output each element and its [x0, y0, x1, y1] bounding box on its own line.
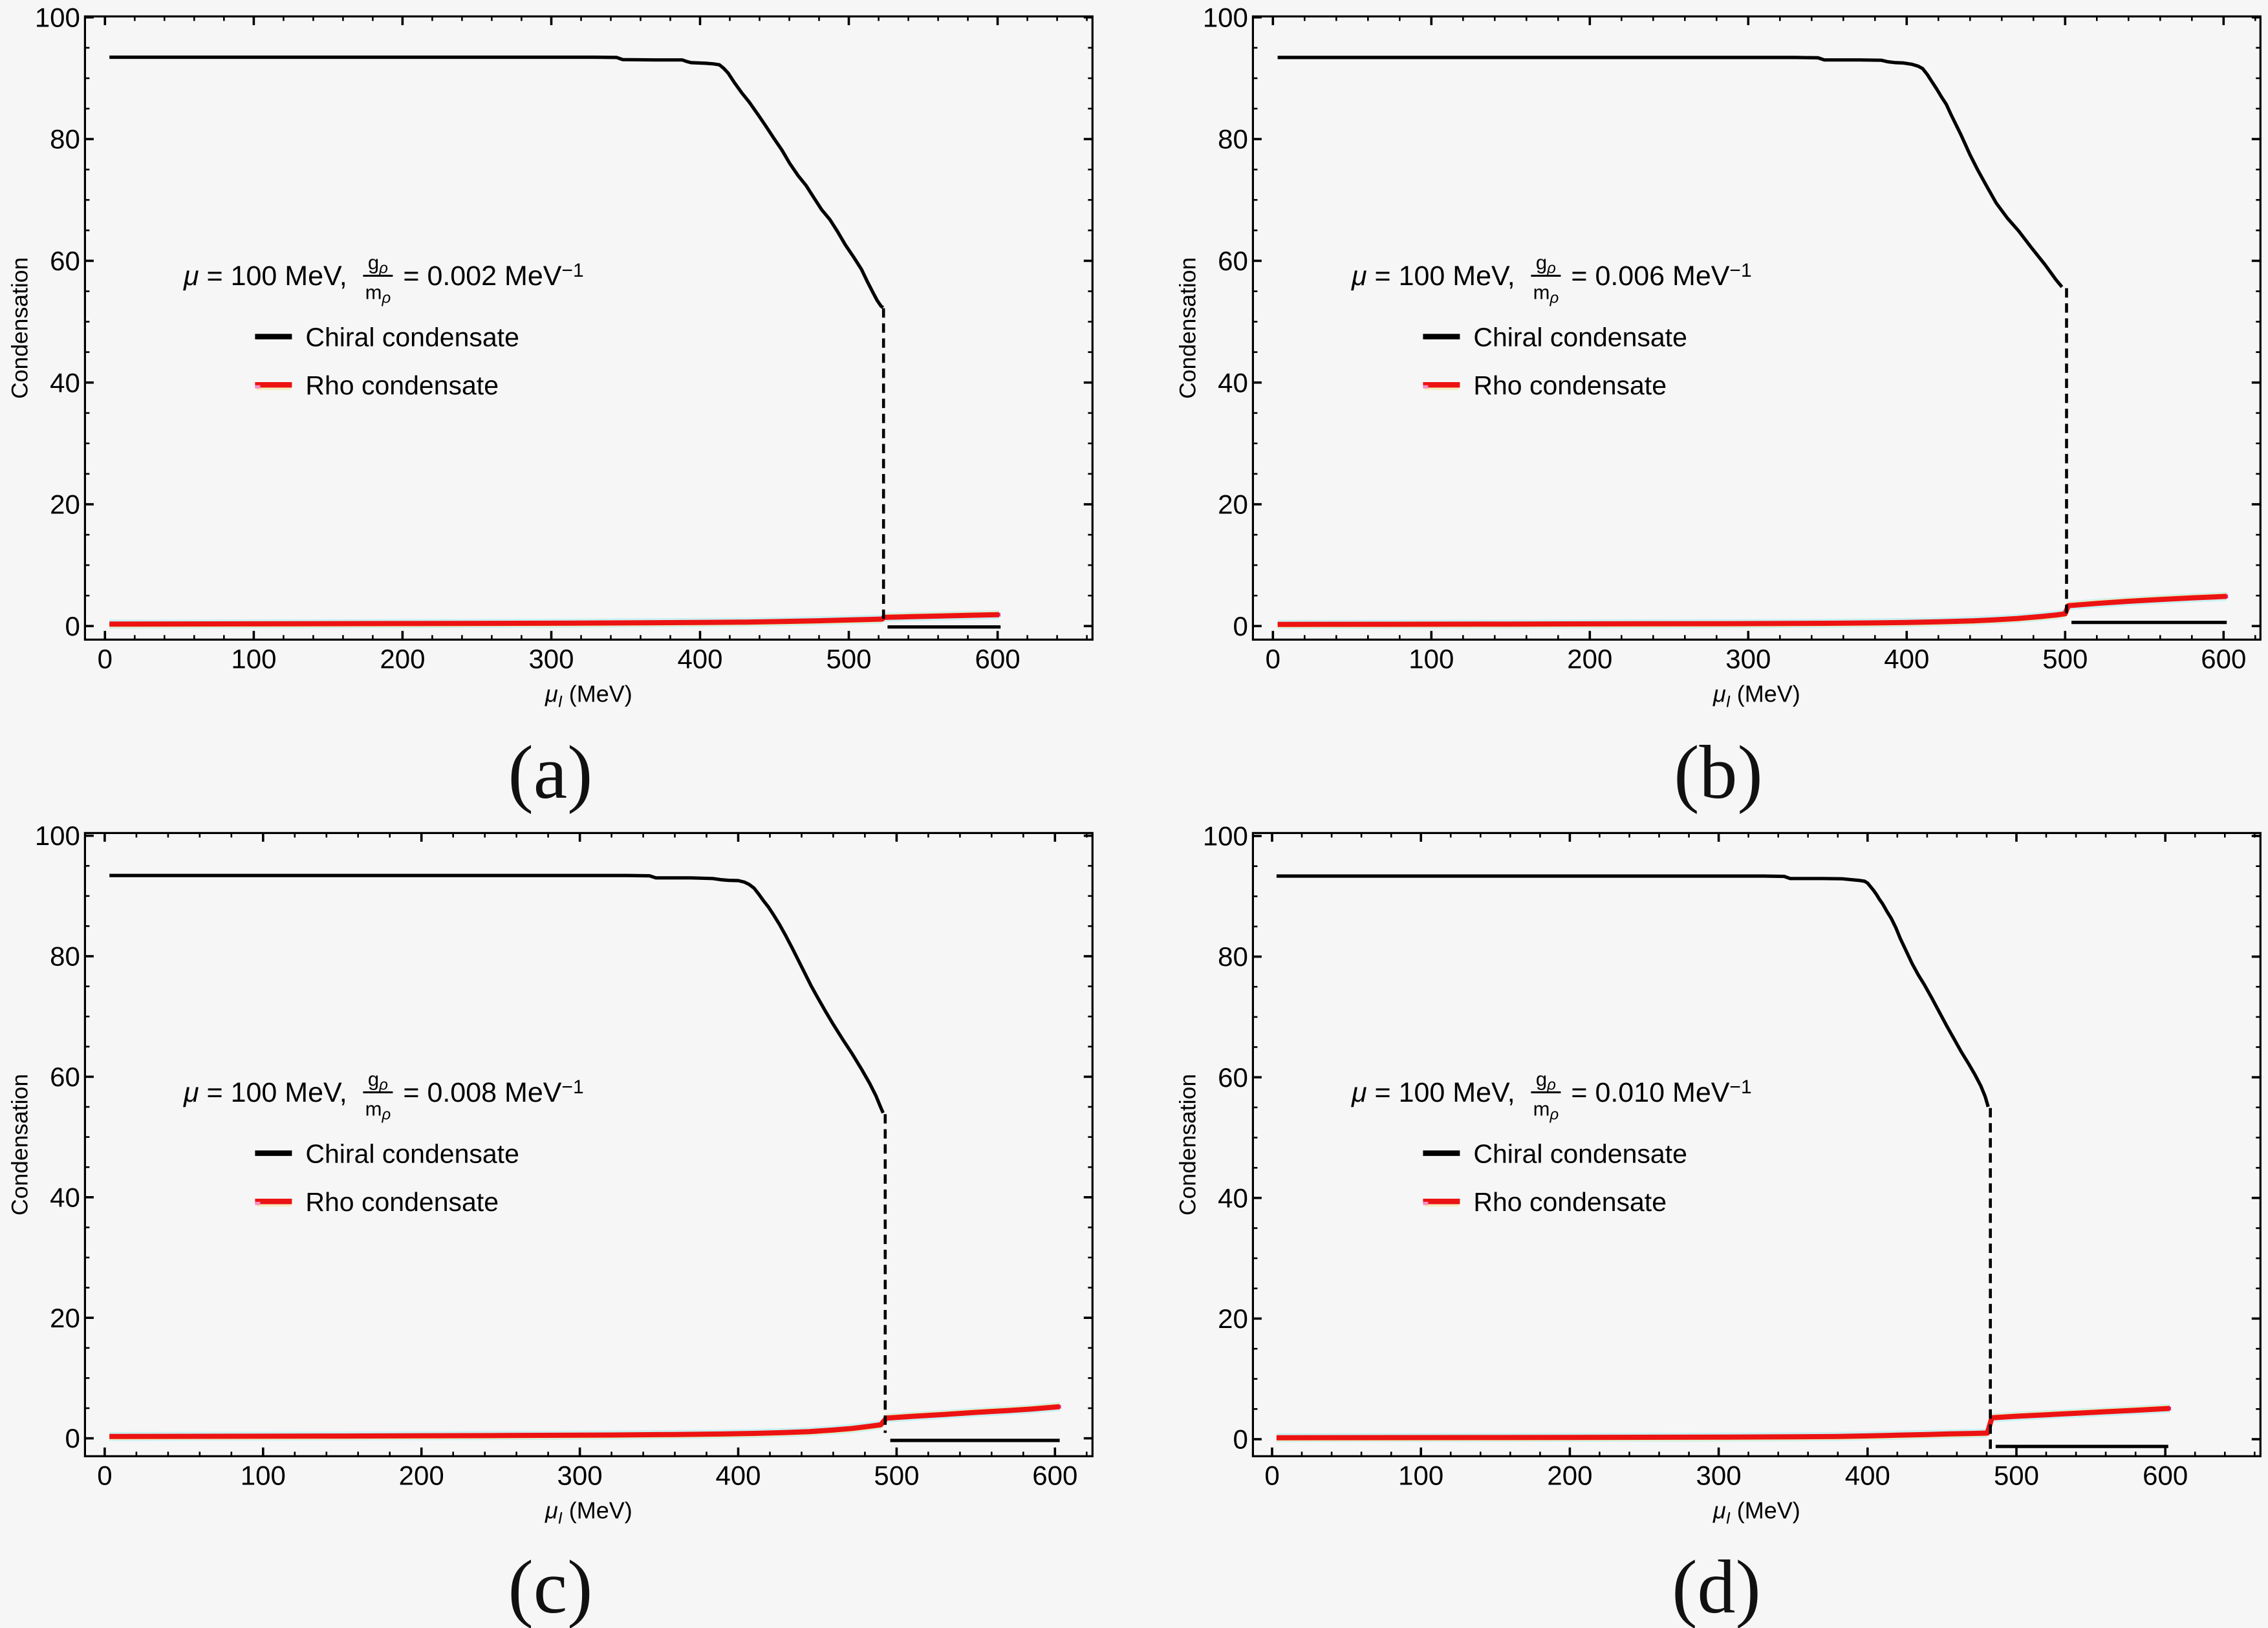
- svg-text:Rho condensate: Rho condensate: [305, 1187, 499, 1217]
- svg-text:80: 80: [50, 124, 80, 155]
- svg-text:(d): (d): [1672, 1545, 1761, 1628]
- svg-text:μ = 100 MeV,: μ = 100 MeV,: [183, 261, 347, 292]
- svg-text:60: 60: [50, 1062, 80, 1092]
- svg-text:60: 60: [1218, 1062, 1248, 1093]
- svg-text:400: 400: [677, 643, 722, 674]
- svg-text:600: 600: [2143, 1460, 2188, 1490]
- svg-text:Condensation: Condensation: [1174, 1074, 1200, 1216]
- svg-text:0: 0: [97, 1460, 112, 1490]
- svg-text:Chiral condensate: Chiral condensate: [1473, 1139, 1687, 1168]
- svg-text:0: 0: [65, 1423, 80, 1453]
- svg-text:500: 500: [874, 1460, 919, 1490]
- svg-text:40: 40: [1218, 367, 1248, 398]
- svg-text:0: 0: [65, 611, 80, 641]
- svg-text:100: 100: [1203, 821, 1248, 851]
- svg-text:Condensation: Condensation: [6, 1074, 32, 1216]
- svg-text:= 0.010 MeV−1: = 0.010 MeV−1: [1571, 1076, 1751, 1108]
- svg-text:100: 100: [35, 820, 80, 851]
- svg-text:μI (MeV): μI (MeV): [545, 1497, 632, 1527]
- svg-text:40: 40: [1218, 1183, 1248, 1213]
- svg-text:(c): (c): [508, 1545, 593, 1628]
- svg-text:μI (MeV): μI (MeV): [545, 680, 632, 711]
- svg-text:0: 0: [1233, 611, 1248, 641]
- svg-text:500: 500: [826, 643, 871, 674]
- svg-text:100: 100: [1203, 2, 1248, 32]
- svg-text:Condensation: Condensation: [1174, 257, 1200, 399]
- svg-text:μ = 100 MeV,: μ = 100 MeV,: [1351, 1077, 1515, 1108]
- svg-text:600: 600: [1032, 1460, 1077, 1490]
- svg-text:80: 80: [1218, 124, 1248, 155]
- svg-text:0: 0: [1233, 1424, 1248, 1455]
- svg-text:(b): (b): [1674, 730, 1763, 815]
- svg-text:μI (MeV): μI (MeV): [1712, 680, 1800, 711]
- svg-text:Chiral condensate: Chiral condensate: [305, 322, 519, 352]
- svg-text:200: 200: [1547, 1460, 1592, 1490]
- svg-text:100: 100: [1398, 1460, 1443, 1490]
- svg-text:200: 200: [399, 1460, 444, 1490]
- svg-text:Condensation: Condensation: [6, 257, 32, 399]
- svg-text:μI (MeV): μI (MeV): [1712, 1497, 1800, 1527]
- svg-text:500: 500: [2042, 643, 2088, 674]
- svg-text:Rho condensate: Rho condensate: [1473, 370, 1667, 400]
- svg-text:100: 100: [231, 643, 276, 674]
- svg-text:80: 80: [50, 941, 80, 972]
- svg-text:100: 100: [1409, 643, 1454, 674]
- svg-text:100: 100: [35, 2, 80, 32]
- svg-text:μ = 100 MeV,: μ = 100 MeV,: [183, 1077, 347, 1108]
- svg-text:400: 400: [715, 1460, 761, 1490]
- svg-text:= 0.006 MeV−1: = 0.006 MeV−1: [1571, 260, 1751, 292]
- svg-text:0: 0: [1264, 1460, 1279, 1490]
- svg-text:μ = 100 MeV,: μ = 100 MeV,: [1351, 261, 1515, 292]
- svg-text:Rho condensate: Rho condensate: [305, 370, 499, 400]
- svg-text:20: 20: [1218, 489, 1248, 520]
- svg-text:60: 60: [50, 246, 80, 276]
- svg-text:400: 400: [1884, 643, 1929, 674]
- svg-text:Rho condensate: Rho condensate: [1473, 1187, 1667, 1217]
- svg-text:20: 20: [50, 489, 80, 520]
- svg-text:600: 600: [2201, 643, 2246, 674]
- svg-text:(a): (a): [508, 730, 593, 815]
- svg-text:300: 300: [528, 643, 574, 674]
- svg-text:20: 20: [1218, 1303, 1248, 1334]
- svg-text:Chiral condensate: Chiral condensate: [1473, 322, 1687, 352]
- svg-text:80: 80: [1218, 941, 1248, 972]
- svg-text:= 0.008 MeV−1: = 0.008 MeV−1: [403, 1076, 583, 1108]
- svg-text:200: 200: [380, 643, 425, 674]
- svg-text:300: 300: [557, 1460, 603, 1490]
- svg-text:400: 400: [1845, 1460, 1890, 1490]
- svg-text:0: 0: [1266, 643, 1280, 674]
- svg-text:20: 20: [50, 1303, 80, 1333]
- svg-text:40: 40: [50, 367, 80, 398]
- svg-text:200: 200: [1567, 643, 1612, 674]
- svg-text:Chiral condensate: Chiral condensate: [305, 1139, 519, 1168]
- svg-text:500: 500: [1994, 1460, 2039, 1490]
- svg-text:40: 40: [50, 1182, 80, 1212]
- svg-text:600: 600: [975, 643, 1021, 674]
- svg-text:300: 300: [1725, 643, 1771, 674]
- svg-text:300: 300: [1696, 1460, 1742, 1490]
- svg-text:60: 60: [1218, 246, 1248, 276]
- svg-text:0: 0: [98, 643, 113, 674]
- svg-text:= 0.002 MeV−1: = 0.002 MeV−1: [403, 260, 583, 292]
- svg-text:100: 100: [241, 1460, 286, 1490]
